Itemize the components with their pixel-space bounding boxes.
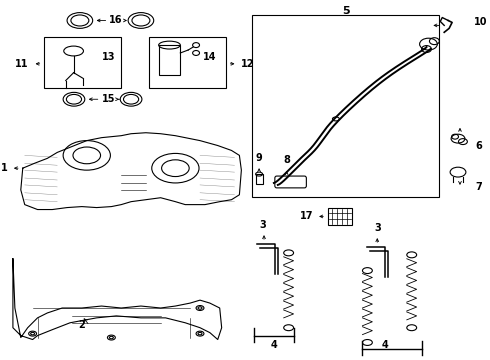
Text: 6: 6: [476, 141, 483, 150]
Text: 2: 2: [78, 320, 85, 330]
Text: 8: 8: [283, 155, 290, 165]
Bar: [45, 37, 121, 89]
Text: 9: 9: [256, 153, 263, 163]
Bar: [159, 45, 180, 75]
Text: 11: 11: [15, 59, 29, 69]
Text: 7: 7: [476, 182, 483, 192]
Text: 17: 17: [300, 211, 313, 221]
Bar: [252, 14, 440, 197]
Bar: [149, 37, 225, 89]
Bar: [328, 208, 352, 225]
Text: 4: 4: [382, 341, 389, 350]
Text: 14: 14: [203, 52, 217, 62]
Text: 16: 16: [109, 15, 122, 26]
Text: 3: 3: [260, 220, 267, 230]
Text: 12: 12: [242, 59, 255, 69]
Text: 10: 10: [474, 17, 487, 27]
Text: 4: 4: [270, 341, 277, 350]
Bar: [256, 174, 263, 184]
Text: 13: 13: [102, 52, 115, 62]
Text: 15: 15: [102, 94, 115, 104]
Text: 5: 5: [342, 6, 349, 15]
Text: 1: 1: [1, 163, 8, 173]
Text: 3: 3: [374, 223, 381, 233]
